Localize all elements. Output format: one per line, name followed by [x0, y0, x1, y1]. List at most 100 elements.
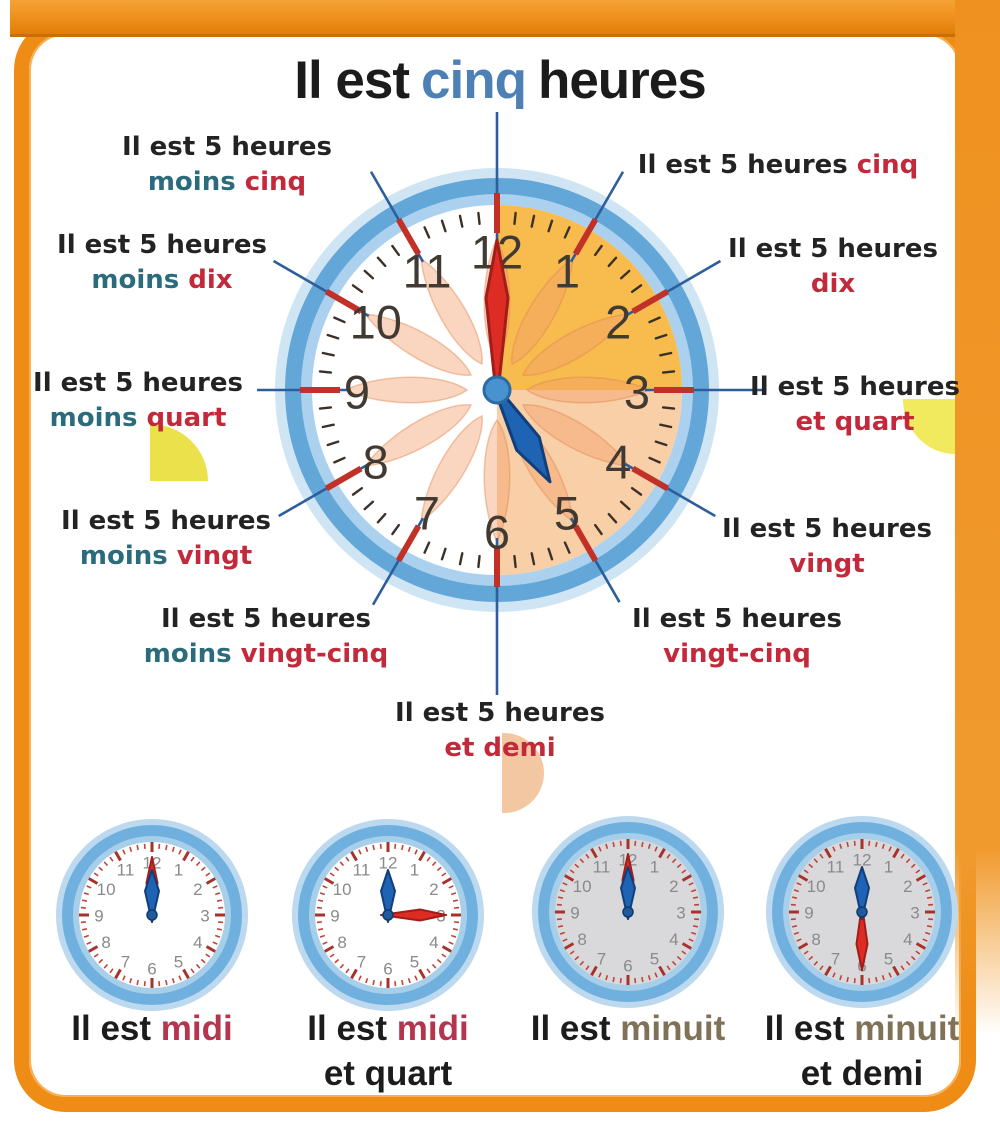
- label-teal: moins: [143, 639, 232, 669]
- time-label-moins-vingt: Il est 5 heures moins vingt: [61, 504, 271, 574]
- svg-text:10: 10: [97, 880, 116, 899]
- svg-text:2: 2: [605, 296, 631, 349]
- svg-text:8: 8: [811, 930, 820, 949]
- time-label-et-quart: Il est 5 heures et quart: [750, 370, 960, 440]
- mini-clock-minuit-et-demi: 121234567891011: [766, 816, 958, 1008]
- svg-text:3: 3: [624, 366, 650, 419]
- label-red: dix: [810, 269, 856, 299]
- svg-text:10: 10: [350, 296, 402, 349]
- svg-text:4: 4: [669, 930, 678, 949]
- label-black: Il est 5 heures: [637, 150, 848, 180]
- svg-text:4: 4: [193, 933, 202, 952]
- svg-text:3: 3: [910, 904, 919, 923]
- label-black: Il est 5 heures: [122, 132, 332, 162]
- svg-text:7: 7: [414, 487, 440, 540]
- svg-text:11: 11: [117, 861, 135, 880]
- svg-text:5: 5: [554, 487, 580, 540]
- caption-word: midi: [396, 1009, 469, 1048]
- svg-text:8: 8: [101, 933, 110, 952]
- svg-text:5: 5: [174, 952, 183, 971]
- svg-text:1: 1: [884, 858, 893, 877]
- svg-text:9: 9: [804, 904, 813, 923]
- time-label-moins-quart: Il est 5 heures moins quart: [33, 366, 243, 436]
- title-suffix: heures: [537, 51, 707, 110]
- svg-text:2: 2: [193, 880, 202, 899]
- caption-line2: et demi: [800, 1054, 924, 1093]
- label-red: vingt-cinq: [663, 639, 811, 669]
- svg-text:10: 10: [807, 877, 826, 896]
- svg-text:5: 5: [410, 952, 419, 971]
- mini-clock-midi-et-quart: 121234567891011: [292, 819, 484, 1011]
- svg-text:7: 7: [121, 952, 130, 971]
- svg-text:9: 9: [94, 907, 103, 926]
- time-label-cinq: Il est 5 heures cinq: [638, 148, 918, 183]
- label-red: et demi: [444, 733, 556, 763]
- label-teal: moins: [91, 265, 180, 295]
- svg-text:11: 11: [593, 858, 611, 877]
- svg-text:1: 1: [650, 858, 659, 877]
- svg-text:1: 1: [410, 861, 419, 880]
- caption-black: Il est: [530, 1009, 611, 1048]
- caption-black: Il est: [764, 1009, 845, 1048]
- poster-title: Il est cinq heures: [0, 50, 1000, 111]
- svg-text:6: 6: [623, 957, 632, 976]
- svg-text:3: 3: [200, 907, 209, 926]
- svg-text:5: 5: [650, 949, 659, 968]
- label-red: vingt: [176, 541, 253, 571]
- svg-text:2: 2: [669, 877, 678, 896]
- label-red: dix: [188, 265, 233, 295]
- caption-black: Il est: [71, 1009, 152, 1048]
- orange-right-border: [955, 0, 1000, 1035]
- svg-text:4: 4: [429, 933, 438, 952]
- svg-text:6: 6: [484, 506, 510, 559]
- label-teal: moins: [147, 167, 236, 197]
- mini-caption-minuit-et-demi: Il est minuit et demi: [702, 1006, 1000, 1096]
- svg-text:7: 7: [831, 949, 840, 968]
- label-black: Il est 5 heures: [728, 234, 938, 264]
- time-label-vingt: Il est 5 heures vingt: [722, 512, 932, 582]
- svg-text:12: 12: [379, 854, 398, 873]
- svg-text:8: 8: [363, 436, 389, 489]
- svg-text:9: 9: [344, 366, 370, 419]
- mini-caption-midi-et-quart: Il est midi et quart: [228, 1006, 548, 1096]
- svg-text:8: 8: [337, 933, 346, 952]
- caption-word: minuit: [620, 1009, 726, 1048]
- svg-text:11: 11: [353, 861, 371, 880]
- svg-text:7: 7: [357, 952, 366, 971]
- time-label-dix: Il est 5 heures dix: [728, 232, 938, 302]
- label-black: Il est 5 heures: [750, 372, 960, 402]
- svg-text:1: 1: [174, 861, 183, 880]
- label-black: Il est 5 heures: [632, 604, 842, 634]
- time-label-et-demi: Il est 5 heures et demi: [395, 696, 605, 766]
- label-black: Il est 5 heures: [57, 230, 267, 260]
- label-red: cinq: [856, 150, 919, 180]
- time-label-moins-cinq: Il est 5 heures moins cinq: [122, 130, 332, 200]
- svg-text:1: 1: [554, 244, 580, 297]
- caption-line2: et quart: [323, 1054, 453, 1093]
- svg-text:4: 4: [903, 930, 912, 949]
- svg-text:6: 6: [147, 960, 156, 979]
- svg-text:8: 8: [577, 930, 586, 949]
- title-prefix: Il est: [294, 51, 410, 110]
- orange-top-border: [10, 0, 1000, 37]
- caption-word: minuit: [854, 1009, 960, 1048]
- time-label-vingt-cinq: Il est 5 heures vingt-cinq: [632, 602, 842, 672]
- time-label-moins-dix: Il est 5 heures moins dix: [57, 228, 267, 298]
- mini-clock-midi: 121234567891011: [56, 819, 248, 1011]
- label-teal: moins: [49, 403, 138, 433]
- label-red: cinq: [244, 167, 307, 197]
- svg-text:2: 2: [903, 877, 912, 896]
- label-teal: moins: [79, 541, 168, 571]
- svg-text:11: 11: [403, 244, 452, 297]
- label-red: vingt: [789, 549, 865, 579]
- svg-text:2: 2: [429, 880, 438, 899]
- label-red: vingt-cinq: [240, 639, 389, 669]
- mini-clock-minuit: 121234567891011: [532, 816, 724, 1008]
- svg-text:6: 6: [383, 960, 392, 979]
- label-red: et quart: [795, 407, 915, 437]
- time-label-moins-vingt-cinq: Il est 5 heures moins vingt-cinq: [144, 602, 389, 672]
- svg-text:4: 4: [605, 436, 631, 489]
- label-black: Il est 5 heures: [722, 514, 932, 544]
- mini-caption-midi: Il est midi: [0, 1006, 312, 1051]
